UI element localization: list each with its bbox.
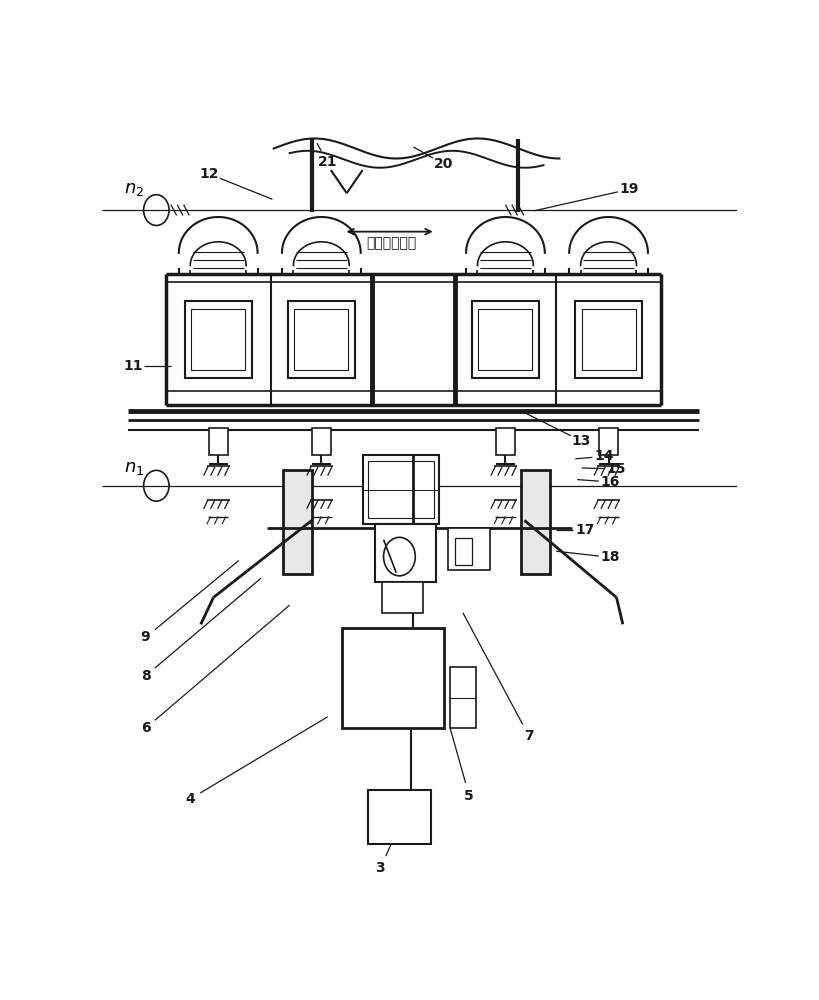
Text: 5: 5 bbox=[464, 789, 474, 803]
Bar bbox=[478, 309, 532, 370]
Text: 8: 8 bbox=[141, 669, 151, 683]
Bar bbox=[312, 428, 331, 455]
Text: 9: 9 bbox=[141, 630, 151, 644]
Bar bbox=[382, 582, 423, 613]
Text: 19: 19 bbox=[619, 182, 639, 196]
Bar bbox=[165, 274, 661, 405]
Bar bbox=[455, 538, 473, 565]
Text: $n_2$: $n_2$ bbox=[124, 180, 144, 198]
Text: 3: 3 bbox=[376, 861, 385, 875]
Bar bbox=[294, 309, 348, 370]
Text: 苗箱往复运动: 苗箱往复运动 bbox=[366, 236, 416, 250]
Text: 13: 13 bbox=[572, 434, 591, 448]
Bar bbox=[185, 301, 251, 378]
Text: 17: 17 bbox=[575, 523, 595, 537]
Bar bbox=[581, 309, 636, 370]
Bar bbox=[368, 790, 431, 844]
Bar bbox=[450, 667, 476, 728]
Bar bbox=[283, 470, 312, 574]
Text: $n_1$: $n_1$ bbox=[124, 459, 144, 477]
Text: 6: 6 bbox=[141, 721, 151, 735]
Text: 16: 16 bbox=[600, 475, 620, 489]
Text: 18: 18 bbox=[600, 550, 620, 564]
Bar bbox=[209, 428, 228, 455]
Text: 7: 7 bbox=[524, 729, 534, 743]
Bar bbox=[448, 528, 490, 570]
Bar bbox=[288, 301, 355, 378]
Bar bbox=[521, 470, 550, 574]
Bar bbox=[375, 524, 436, 582]
Text: 21: 21 bbox=[318, 155, 337, 169]
Bar bbox=[575, 301, 642, 378]
Bar bbox=[192, 309, 245, 370]
Text: 20: 20 bbox=[433, 157, 453, 171]
Text: 12: 12 bbox=[199, 167, 219, 181]
Text: 11: 11 bbox=[123, 359, 143, 373]
Bar bbox=[342, 628, 444, 728]
Bar bbox=[599, 428, 618, 455]
Text: 15: 15 bbox=[607, 462, 627, 476]
Text: 14: 14 bbox=[594, 449, 613, 463]
Bar bbox=[368, 461, 434, 518]
Bar bbox=[495, 428, 515, 455]
Bar bbox=[472, 301, 539, 378]
Bar bbox=[363, 455, 439, 524]
Text: 4: 4 bbox=[185, 792, 195, 806]
